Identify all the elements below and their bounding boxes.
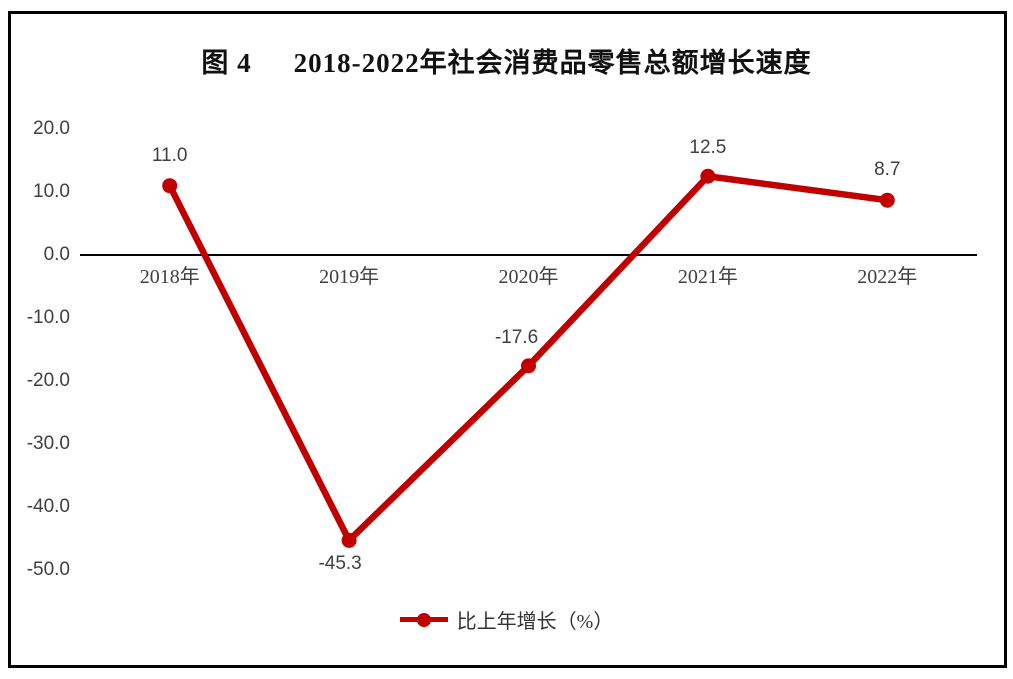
y-tick-label: -20.0	[26, 370, 70, 391]
y-tick-label: -10.0	[26, 307, 70, 328]
figure-number-label: 图 4	[201, 48, 252, 78]
legend-label: 比上年增长（%）	[456, 611, 614, 633]
x-axis-label: 2018年	[139, 266, 200, 288]
legend-marker-dot	[416, 612, 431, 627]
legend-line-swatch	[399, 612, 448, 627]
x-axis-label: 2022年	[857, 266, 918, 288]
y-tick-label: 0.0	[43, 244, 70, 265]
chart-title: 2018-2022年社会消费品零售总额增长速度	[293, 48, 812, 78]
data-point-marker	[521, 358, 536, 374]
y-tick-label: 10.0	[33, 181, 70, 202]
data-point-marker	[162, 178, 178, 194]
chart-title-row: 图 4 2018-2022年社会消费品零售总额增长速度	[0, 41, 1013, 80]
x-axis-label: 2020年	[498, 266, 559, 288]
y-tick-label: -30.0	[26, 433, 70, 454]
data-point-marker	[700, 168, 716, 184]
series-line	[166, 173, 888, 544]
y-tick-label: -50.0	[26, 559, 70, 580]
data-point-value-label: -45.3	[318, 553, 362, 575]
data-point-value-label: -17.6	[494, 326, 539, 348]
x-axis-label: 2019年	[319, 266, 380, 288]
data-point-value-label: 12.5	[689, 137, 727, 159]
y-tick-label: -40.0	[26, 496, 70, 517]
data-point-value-label: 11.0	[151, 144, 188, 166]
data-point-marker	[341, 532, 357, 548]
chart-legend: 比上年增长（%）	[0, 605, 1013, 634]
data-point-marker	[879, 192, 895, 208]
y-tick-label: 20.0	[33, 118, 70, 139]
data-point-value-label: 8.7	[874, 159, 901, 181]
x-axis-label: 2021年	[677, 266, 738, 288]
